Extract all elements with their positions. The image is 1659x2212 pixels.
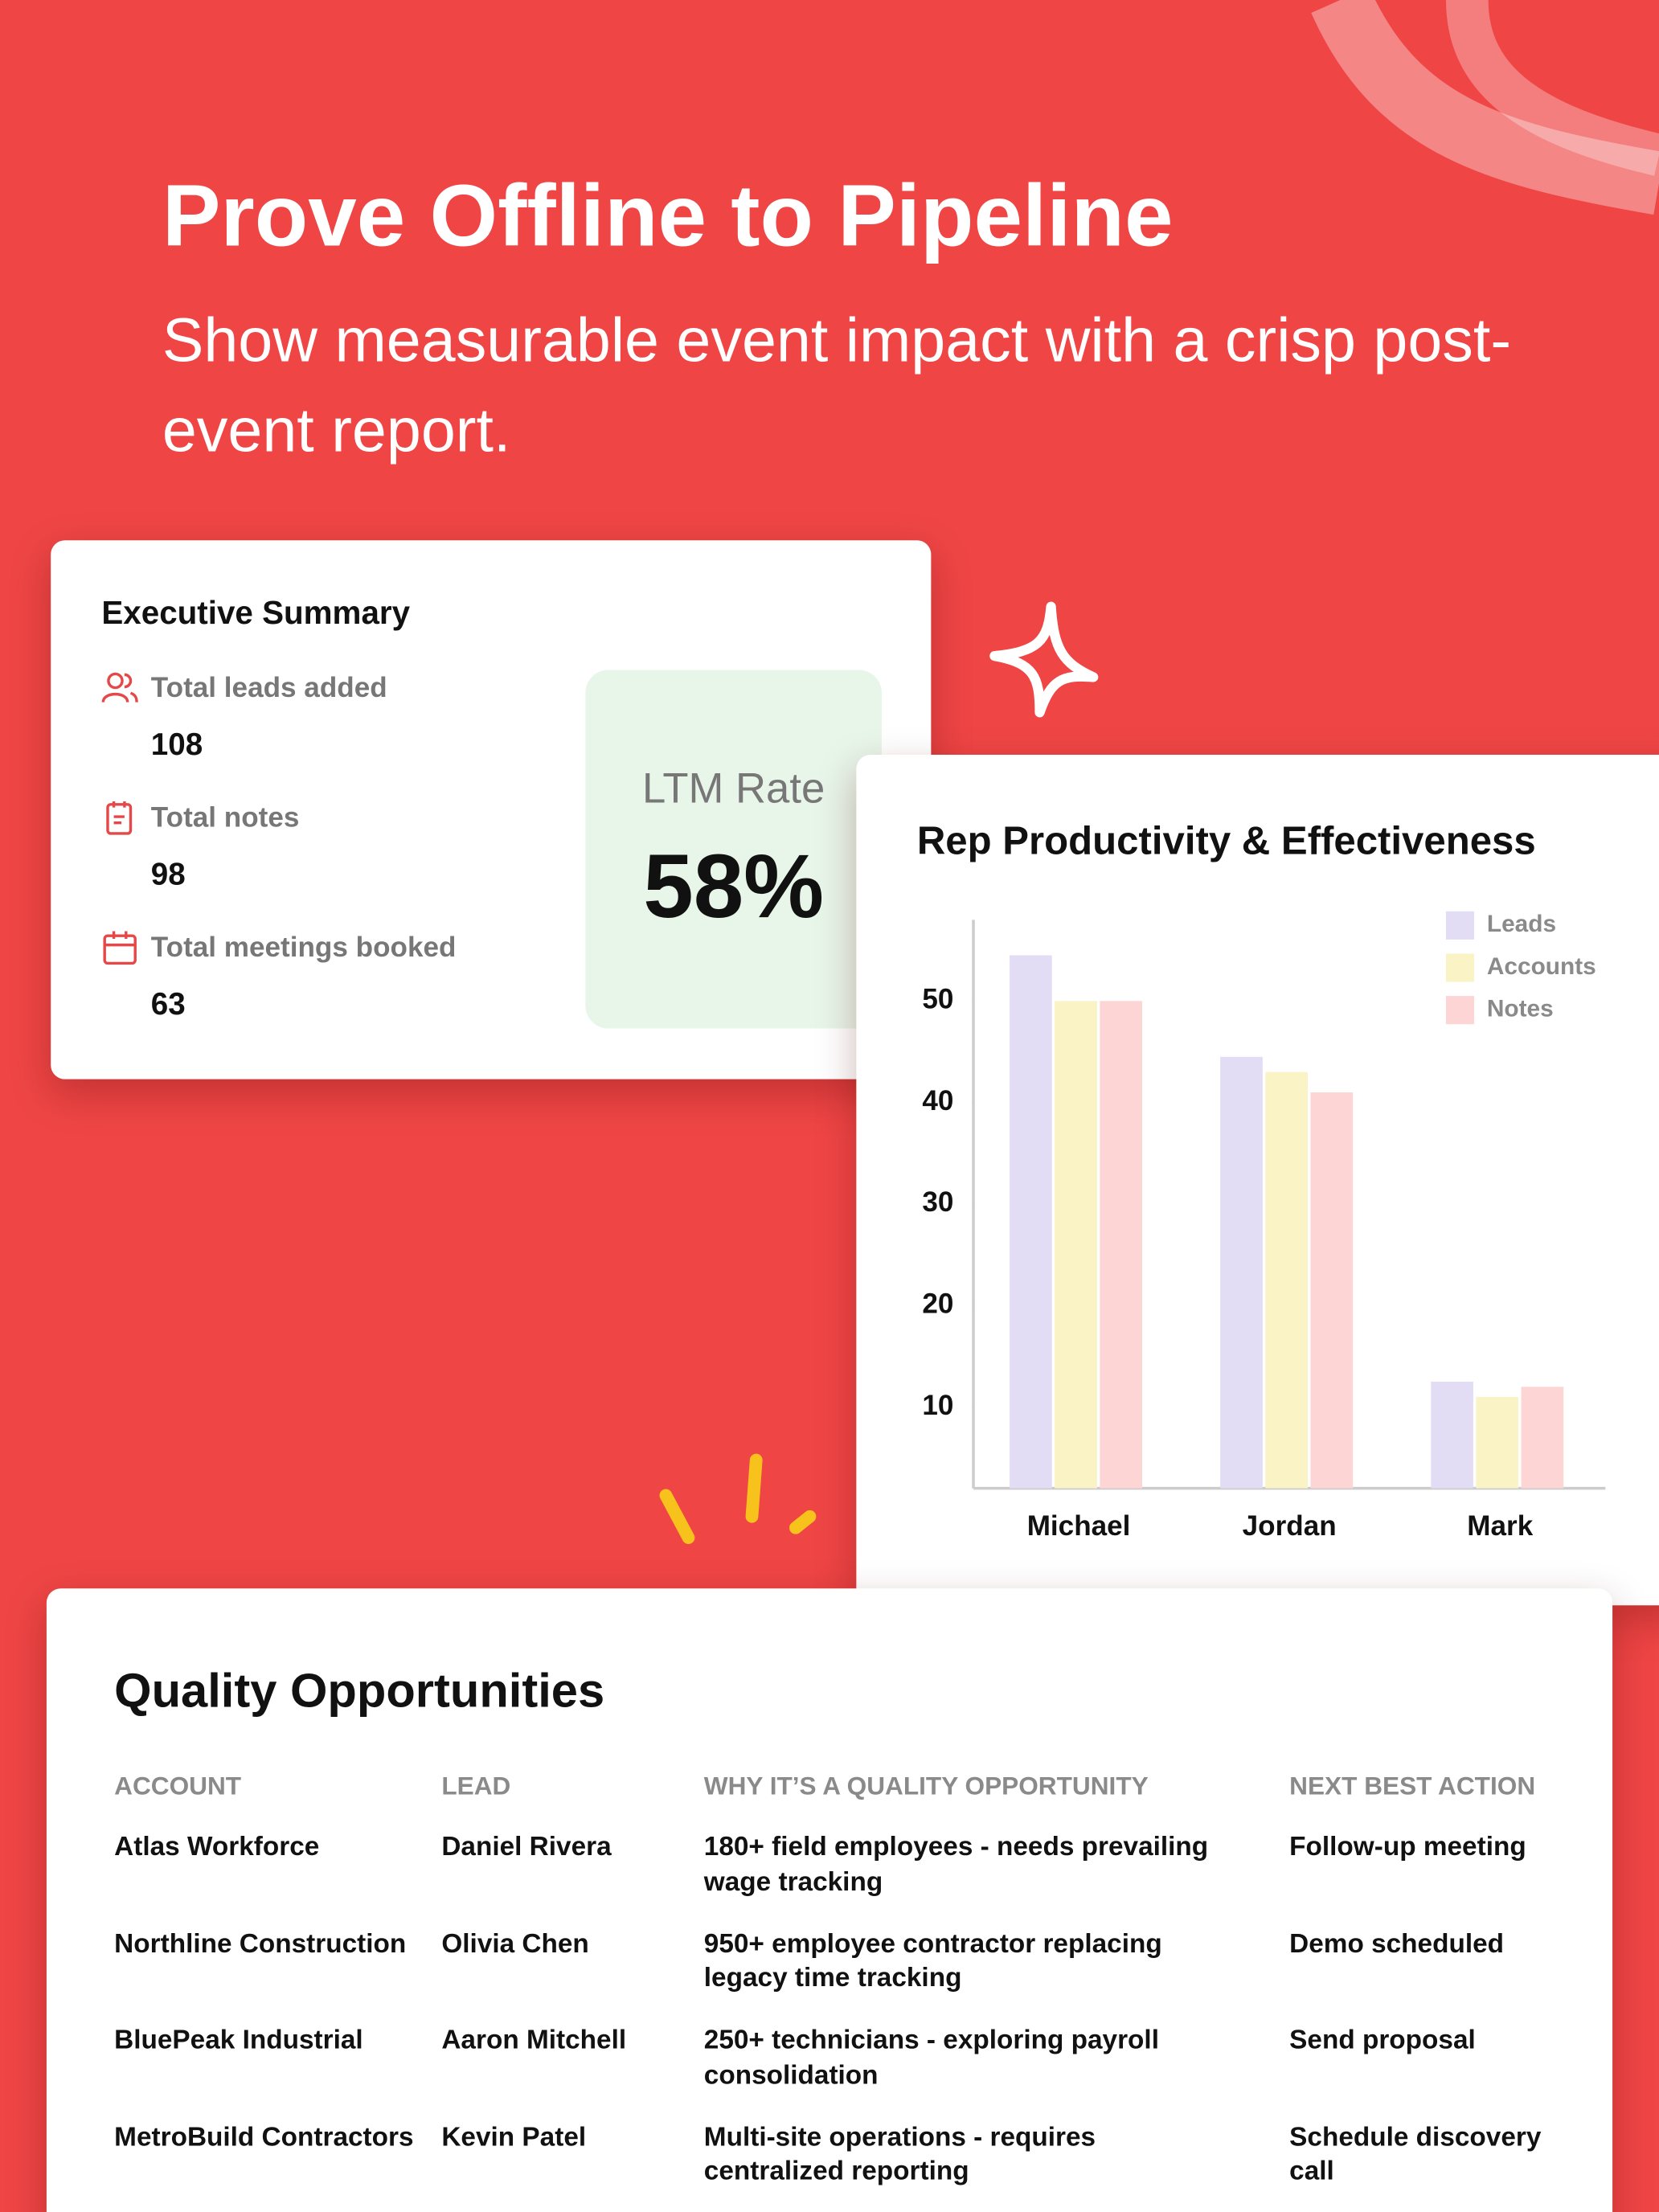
y-tick-label: 40 (922, 1085, 953, 1116)
table-cell: Daniel Rivera (441, 1832, 612, 1862)
icon (103, 931, 137, 965)
table-cell: Multi-site operations - requires central… (703, 2122, 1096, 2187)
item-value: 108 (150, 726, 203, 762)
sparkle (989, 601, 1099, 718)
bar (1431, 1382, 1473, 1489)
chart: Rep Productivity & Effectiveness 10 20 30 4… (917, 820, 1606, 1542)
table-card: Quality Opportunities ACCOUNT LEAD WHY IT’… (46, 1588, 1613, 2212)
icon (106, 801, 133, 835)
y-tick-label: 10 (922, 1390, 953, 1421)
legend-label: Notes (1487, 996, 1554, 1022)
accent-lines (659, 1453, 817, 1544)
card-title: Executive Summary (101, 593, 411, 631)
legend-swatch (1445, 911, 1475, 940)
bar (1265, 1071, 1308, 1489)
column-header: NEXT BEST ACTION (1289, 1772, 1536, 1800)
legend-swatch (1445, 996, 1475, 1025)
item-icon (101, 800, 138, 837)
chart-title: Rep Productivity & Effectiveness (917, 820, 1536, 863)
legend-swatch (1445, 953, 1475, 982)
y-tick-label: 50 (922, 984, 953, 1015)
legend-label: Accounts (1487, 953, 1596, 980)
table-cell: Aaron Mitchell (441, 2026, 627, 2056)
bar (1100, 1001, 1143, 1489)
column-header: ACCOUNT (114, 1772, 242, 1800)
bar (1310, 1092, 1354, 1489)
table-cell: Olivia Chen (441, 1929, 589, 1959)
bar (1521, 1387, 1564, 1489)
chart-card: Rep Productivity & Effectiveness 10 20 30 4… (856, 754, 1659, 1606)
x-tick-label: Mark (1467, 1510, 1533, 1542)
table-cell: Follow-up meeting (1289, 1832, 1526, 1862)
y-tick-label: 20 (922, 1288, 953, 1320)
table-cell: Atlas Workforce (114, 1832, 320, 1862)
bar (1055, 1001, 1097, 1489)
headline: Prove Offline to Pipeline (162, 167, 1174, 265)
ltm-label: LTM Rate (642, 766, 825, 813)
item-label: Total notes (150, 802, 300, 834)
item-value: 63 (150, 985, 186, 1022)
table-cell: MetroBuild Contractors (114, 2122, 414, 2153)
column-header: WHY IT’S A QUALITY OPPORTUNITY (703, 1772, 1149, 1800)
table-cell: BluePeak Industrial (114, 2026, 363, 2056)
table-cell: Northline Construction (114, 1929, 407, 1959)
x-tick-label: Jordan (1243, 1510, 1337, 1542)
table-title: Quality Opportunities (114, 1665, 605, 1718)
bar (1010, 955, 1052, 1489)
bar (1476, 1396, 1519, 1489)
item-label: Total leads added (150, 673, 387, 704)
item-label: Total meetings booked (150, 932, 457, 964)
table-cell: 950+ employee contractor replacing legac… (703, 1929, 1162, 1993)
column-header: LEAD (441, 1772, 511, 1800)
table-cell: Demo scheduled (1289, 1929, 1505, 1959)
x-tick-label: Michael (1027, 1510, 1131, 1542)
executive-summary-card: Executive Summary LTM Rate 58% Total lea… (51, 540, 932, 1079)
decor (1311, 0, 1659, 215)
table-cell: 180+ field employees - needs prevailing … (703, 1832, 1209, 1897)
table-cell: Send proposal (1289, 2026, 1476, 2056)
subheadline: Show measurable event impact with a cris… (162, 305, 1512, 466)
item-value: 98 (150, 856, 186, 892)
table-cell: Kevin Patel (441, 2122, 587, 2153)
item-icon (101, 670, 138, 707)
bar (1220, 1056, 1263, 1489)
table-cell: Schedule discovery call (1289, 2122, 1542, 2187)
table-cell: 250+ technicians - exploring payroll con… (703, 2026, 1159, 2091)
icon (101, 672, 138, 703)
ltm-box: LTM Rate 58% (585, 670, 882, 1029)
ltm-value: 58% (643, 835, 825, 937)
legend-label: Leads (1487, 911, 1556, 937)
item-icon (101, 930, 138, 967)
y-tick-label: 30 (922, 1186, 953, 1218)
